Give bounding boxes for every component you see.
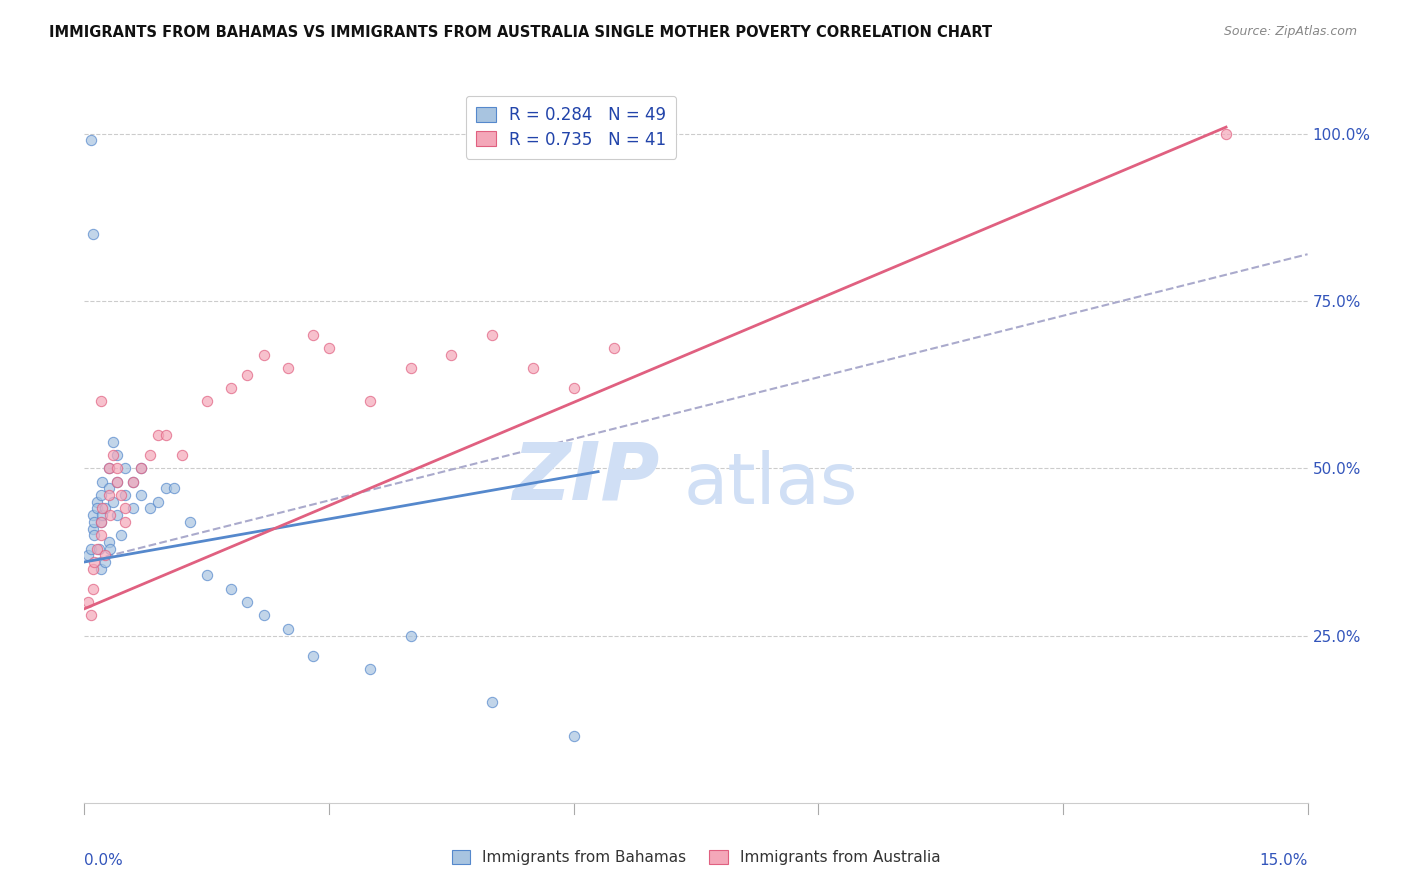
Point	[90, 515, 112, 529]
Point	[1215, 127, 1237, 141]
Point	[77, 595, 100, 609]
Point	[195, 394, 218, 409]
Point	[90, 488, 112, 502]
Point	[97, 461, 120, 475]
Point	[97, 488, 120, 502]
Point	[131, 488, 153, 502]
Point	[562, 381, 585, 395]
Point	[77, 548, 100, 563]
Point	[481, 327, 503, 342]
Point	[122, 475, 145, 489]
Point	[110, 528, 132, 542]
Point	[83, 515, 105, 529]
Point	[236, 368, 259, 382]
Text: atlas: atlas	[683, 450, 858, 519]
Point	[146, 427, 169, 442]
Point	[105, 475, 128, 489]
Point	[138, 501, 160, 516]
Point	[155, 482, 177, 496]
Point	[82, 521, 104, 535]
Point	[440, 348, 463, 362]
Point	[97, 461, 120, 475]
Point	[91, 475, 114, 489]
Point	[114, 488, 136, 502]
Point	[97, 534, 120, 549]
Point	[301, 327, 323, 342]
Point	[399, 361, 422, 376]
Point	[100, 541, 122, 556]
Point	[522, 361, 544, 376]
Point	[131, 461, 153, 475]
Point	[82, 582, 104, 596]
Point	[82, 508, 104, 523]
Text: Source: ZipAtlas.com: Source: ZipAtlas.com	[1223, 25, 1357, 38]
Point	[122, 501, 145, 516]
Point	[110, 488, 132, 502]
Text: IMMIGRANTS FROM BAHAMAS VS IMMIGRANTS FROM AUSTRALIA SINGLE MOTHER POVERTY CORRE: IMMIGRANTS FROM BAHAMAS VS IMMIGRANTS FR…	[49, 25, 993, 40]
Point	[562, 729, 585, 743]
Point	[219, 381, 242, 395]
Point	[101, 494, 124, 508]
Point	[114, 501, 136, 516]
Point	[219, 582, 242, 596]
Point	[122, 475, 145, 489]
Point	[90, 562, 112, 576]
Point	[253, 348, 276, 362]
Point	[105, 448, 128, 462]
Point	[163, 482, 186, 496]
Point	[90, 515, 112, 529]
Point	[105, 508, 128, 523]
Point	[86, 541, 108, 556]
Point	[90, 394, 112, 409]
Point	[114, 515, 136, 529]
Point	[138, 448, 160, 462]
Point	[399, 628, 422, 642]
Point	[101, 448, 124, 462]
Point	[318, 341, 340, 355]
Point	[80, 541, 103, 556]
Point	[114, 461, 136, 475]
Legend: Immigrants from Bahamas, Immigrants from Australia: Immigrants from Bahamas, Immigrants from…	[443, 841, 949, 875]
Point	[101, 434, 124, 449]
Point	[82, 562, 104, 576]
Point	[93, 555, 115, 569]
Point	[155, 427, 177, 442]
Point	[82, 227, 104, 242]
Point	[359, 662, 381, 676]
Point	[80, 608, 103, 623]
Point	[83, 555, 105, 569]
Point	[100, 508, 122, 523]
Text: 0.0%: 0.0%	[84, 854, 124, 869]
Point	[179, 515, 201, 529]
Point	[253, 608, 276, 623]
Point	[90, 528, 112, 542]
Point	[131, 461, 153, 475]
Point	[83, 528, 105, 542]
Point	[301, 648, 323, 663]
Point	[91, 501, 114, 516]
Point	[236, 595, 259, 609]
Point	[93, 548, 115, 563]
Point	[105, 461, 128, 475]
Point	[97, 482, 120, 496]
Point	[80, 134, 103, 148]
Point	[195, 568, 218, 582]
Text: 15.0%: 15.0%	[1260, 854, 1308, 869]
Point	[603, 341, 626, 355]
Point	[91, 508, 114, 523]
Point	[87, 541, 110, 556]
Point	[172, 448, 194, 462]
Point	[277, 361, 299, 376]
Point	[86, 494, 108, 508]
Point	[481, 696, 503, 710]
Point	[86, 501, 108, 516]
Point	[277, 622, 299, 636]
Point	[359, 394, 381, 409]
Text: ZIP: ZIP	[512, 439, 659, 516]
Point	[146, 494, 169, 508]
Point	[93, 501, 115, 516]
Point	[105, 475, 128, 489]
